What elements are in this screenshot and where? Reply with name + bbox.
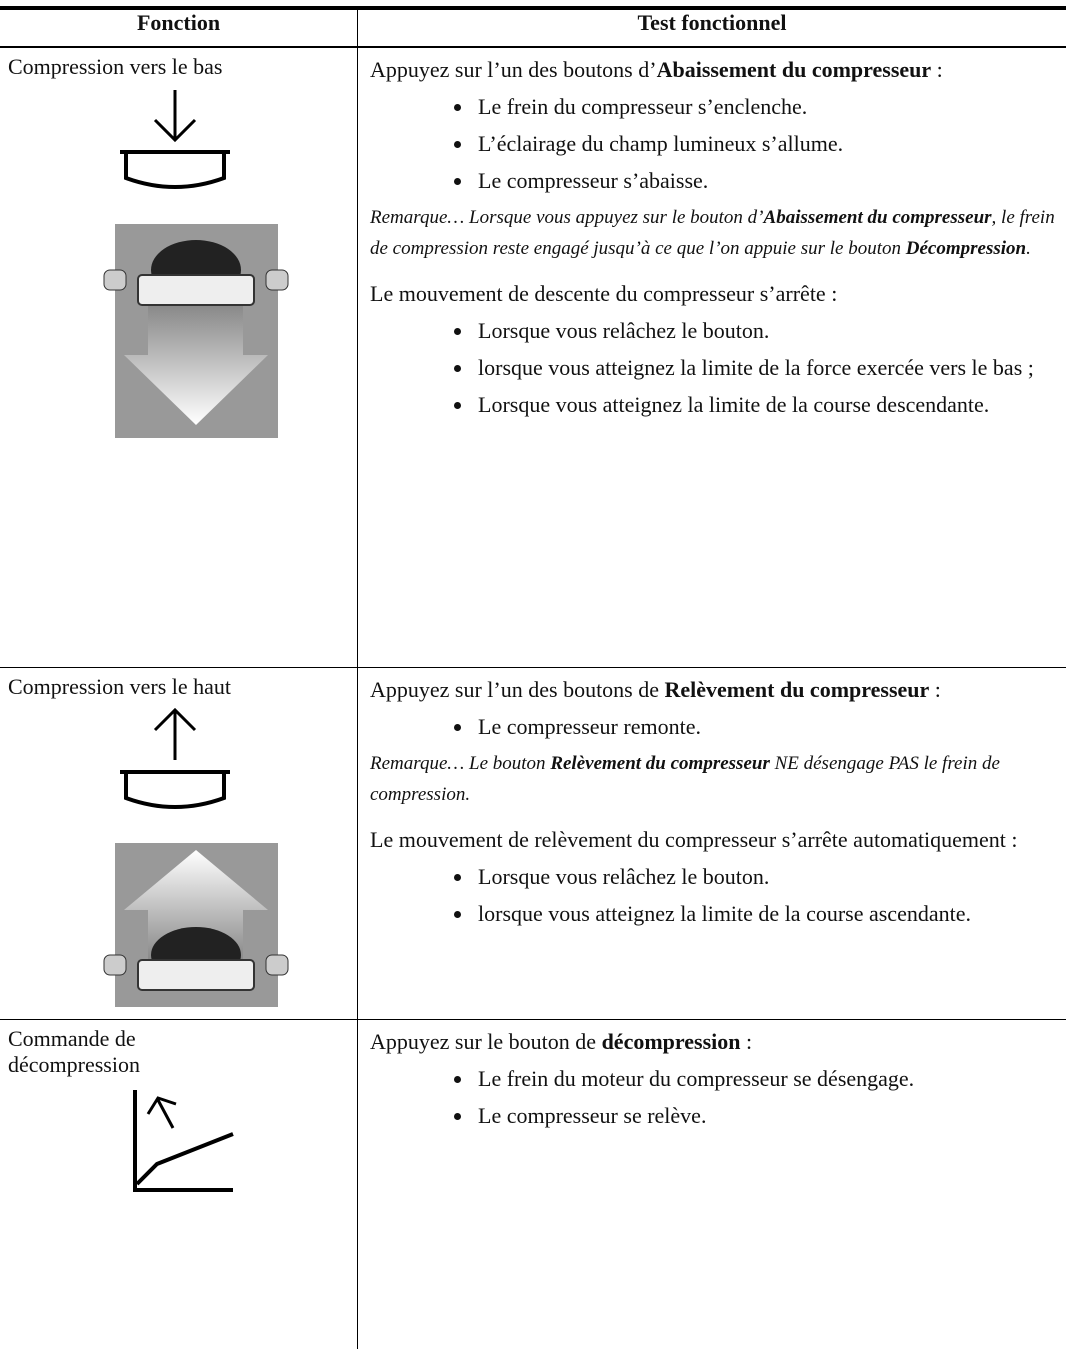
function-name: Commande de décompression (8, 1026, 217, 1078)
test-cell: Appuyez sur le bouton de décompression :… (358, 1019, 1066, 1349)
bullet: Le compresseur s’abaisse. (474, 165, 1058, 196)
text: : (929, 677, 941, 702)
bullet: Lorsque vous atteignez la limite de la c… (474, 389, 1058, 420)
bullet: Le compresseur se relève. (474, 1100, 1058, 1131)
bullet: Le compresseur remonte. (474, 711, 1058, 742)
bullet: Le frein du compresseur s’enclenche. (474, 91, 1058, 122)
text: : (931, 57, 943, 82)
function-table: Fonction Test fonctionnel Compression ve… (0, 6, 1066, 1349)
bullet-list: Lorsque vous relâchez le bouton. lorsque… (370, 315, 1058, 420)
header-row: Fonction Test fonctionnel (0, 8, 1066, 47)
row: Compression vers le haut Appuyez sur l’u… (0, 667, 1066, 1019)
text: décompression (602, 1029, 741, 1054)
bullet: Lorsque vous relâchez le bouton. (474, 861, 1058, 892)
bullet: Lorsque vous relâchez le bouton. (474, 315, 1058, 346)
bullet-list: Le compresseur remonte. (370, 711, 1058, 742)
text: Abaissement du compresseur (657, 57, 932, 82)
function-cell: Compression vers le haut (0, 667, 358, 1019)
down-icon (8, 80, 348, 440)
body: Fonction Test fonctionnel Compression ve… (0, 6, 1066, 1354)
text: Relèvement du compresseur (665, 677, 930, 702)
test-cell: Appuyez sur l’un des boutons de Relèveme… (358, 667, 1066, 1019)
test-cell: Appuyez sur l’un des boutons d’Abaisseme… (358, 47, 1066, 667)
release-icon (8, 1078, 308, 1198)
header-cell: Test fonctionnel (358, 8, 1066, 47)
note: Remarque… Le bouton Relèvement du compre… (370, 748, 1058, 810)
header-cell: Fonction (0, 8, 358, 47)
stop-text: Le mouvement de descente du compresseur … (370, 278, 1058, 309)
bullet-list: Le frein du compresseur s’enclenche. L’é… (370, 91, 1058, 196)
text: : (741, 1029, 753, 1054)
text: Appuyez sur l’un des boutons de (370, 677, 665, 702)
bullet-list: Le frein du moteur du compresseur se dés… (370, 1063, 1058, 1131)
function-cell: Commande de décompression (0, 1019, 358, 1349)
text: Appuyez sur l’un des boutons d’ (370, 57, 657, 82)
row: Compression vers le bas Appuyez sur l’un… (0, 47, 1066, 667)
intro: Appuyez sur l’un des boutons de Relèveme… (370, 674, 1058, 705)
text: Relèvement du compresseur (550, 753, 770, 774)
text: Remarque… Le bouton (370, 753, 550, 774)
function-cell: Compression vers le bas (0, 47, 358, 667)
intro: Appuyez sur l’un des boutons d’Abaisseme… (370, 54, 1058, 85)
function-name: Compression vers le haut (8, 674, 349, 700)
intro: Appuyez sur le bouton de décompression : (370, 1026, 1058, 1057)
up-icon (8, 700, 348, 1010)
text: . (1026, 238, 1031, 259)
text: Abaissement du compresseur (764, 207, 992, 228)
function-name: Compression vers le bas (8, 54, 349, 80)
text: Décompression (906, 238, 1026, 259)
bullet: lorsque vous atteignez la limite de la c… (474, 898, 1058, 929)
bullet: L’éclairage du champ lumineux s’allume. (474, 128, 1058, 159)
text: Appuyez sur le bouton de (370, 1029, 602, 1054)
bullet: lorsque vous atteignez la limite de la f… (474, 352, 1058, 383)
bullet: Le frein du moteur du compresseur se dés… (474, 1063, 1058, 1094)
note: Remarque… Lorsque vous appuyez sur le bo… (370, 202, 1058, 264)
stop-text: Le mouvement de relèvement du compresseu… (370, 824, 1058, 855)
bullet-list: Lorsque vous relâchez le bouton. lorsque… (370, 861, 1058, 929)
row: Commande de décompression Appuyez sur le… (0, 1019, 1066, 1349)
text: Remarque… Lorsque vous appuyez sur le bo… (370, 207, 764, 228)
